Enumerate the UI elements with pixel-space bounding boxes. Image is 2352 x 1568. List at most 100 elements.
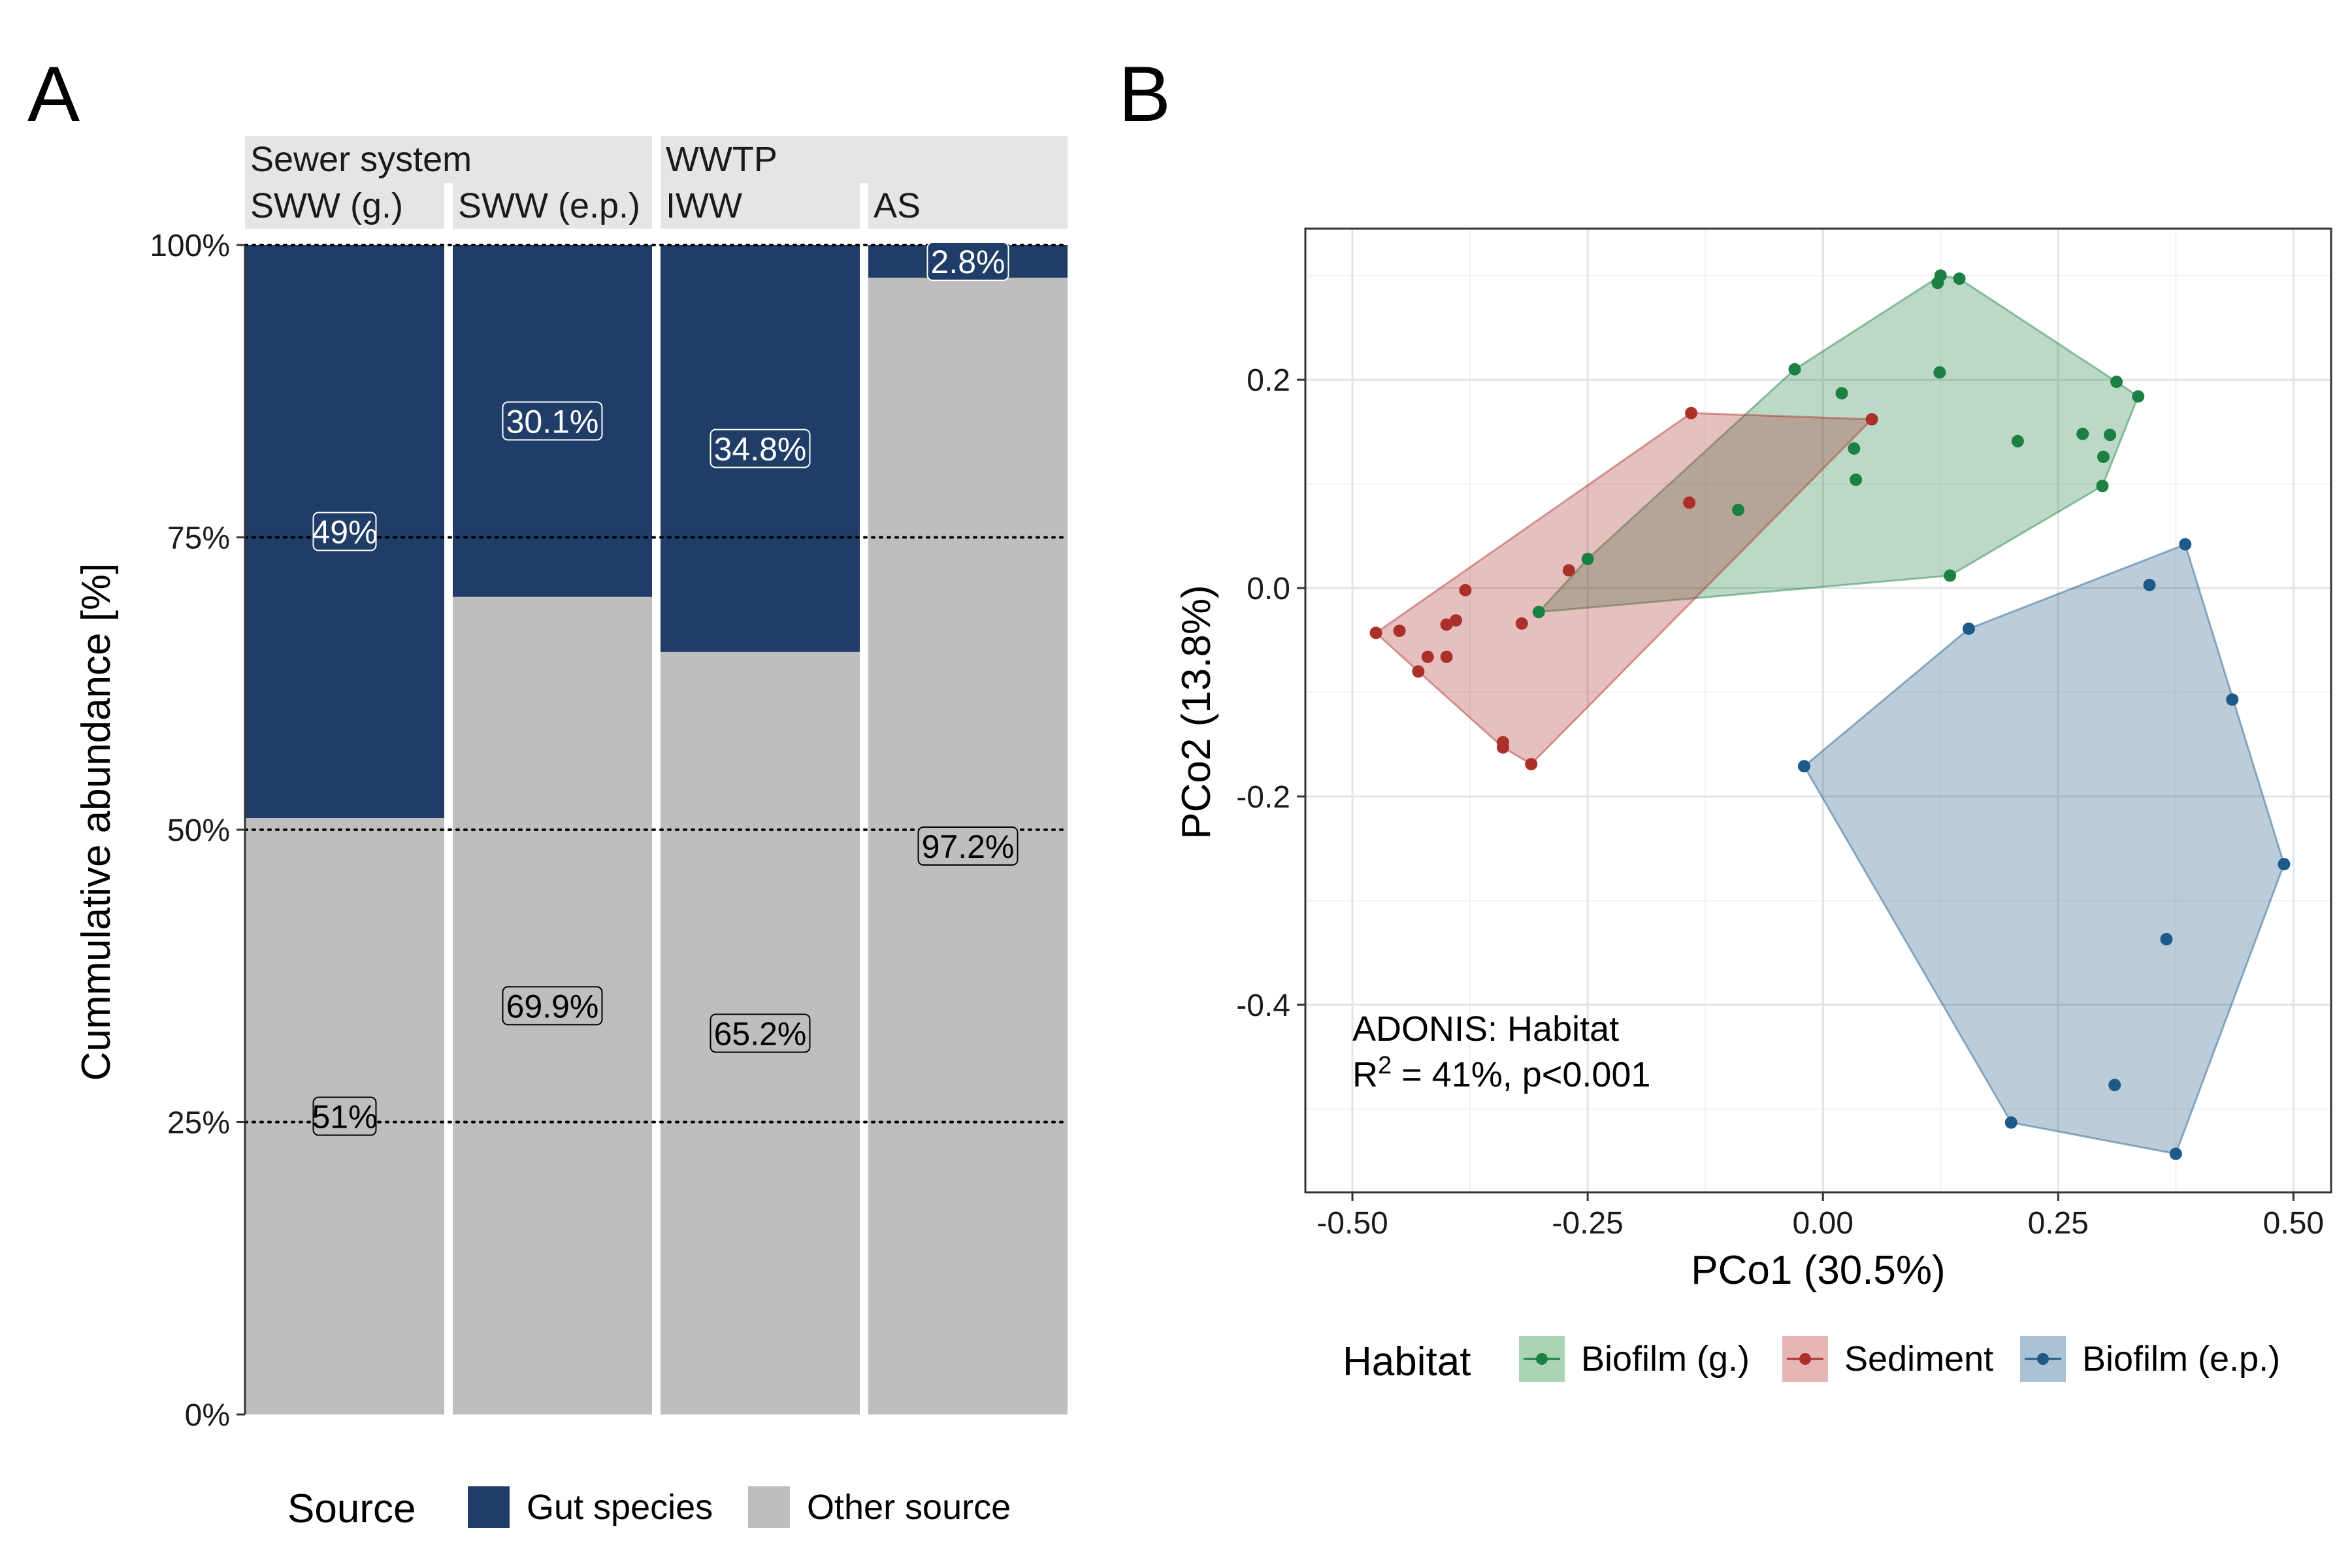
bar-label-other-iww-box — [710, 1013, 811, 1053]
y-tick-label: -0.4 — [1236, 988, 1290, 1023]
point-biofilm-e-p — [2004, 1116, 2017, 1129]
facet-strip-sww-e-p — [453, 183, 652, 229]
facet-strip-as — [868, 183, 1068, 229]
hull-biofilm-g — [1536, 274, 2140, 613]
point-biofilm-g — [1532, 606, 1545, 619]
point-biofilm-g — [1850, 473, 1863, 486]
point-sediment — [1515, 617, 1528, 630]
point-sediment — [1440, 650, 1453, 663]
point-sediment — [1440, 618, 1453, 631]
panel-b-y-axis-title: PCo2 (13.8%) — [1174, 585, 1219, 839]
panel-a-legend: Source Gut species Other source — [287, 1486, 1011, 1531]
bar-label-other-sww-e-p-box — [502, 986, 603, 1026]
point-biofilm-g — [2132, 390, 2145, 403]
point-biofilm-e-p — [2160, 933, 2173, 946]
point-biofilm-g — [2076, 427, 2089, 440]
annotation-rest: = 41%, p<0.001 — [1392, 1055, 1650, 1094]
point-sediment — [1421, 650, 1434, 663]
facet-strip-gap — [860, 183, 868, 229]
bar-labels: 49% 51% 30.1% 69.9% 34.8% 65.2% 2.8% 97.2% — [312, 242, 1019, 1136]
legend-title: Source — [287, 1486, 416, 1531]
legend-key-point-biofilm-g — [1536, 1353, 1548, 1365]
bar-label-other-iww: 65.2% — [714, 1015, 807, 1052]
x-tick-label: -0.50 — [1316, 1206, 1388, 1241]
annotation-r: R — [1352, 1055, 1378, 1094]
adonis-annotation-stats: R2 = 41%, p<0.001 — [1352, 1052, 1650, 1094]
panel-b-legend: Habitat Biofilm (g.) Sediment Biofilm (e.p.… — [1343, 1336, 2280, 1384]
y-tick-label: 25% — [167, 1106, 230, 1141]
bar-label-other-sww-g: 51% — [312, 1099, 377, 1135]
point-biofilm-g — [2011, 434, 2024, 448]
point-biofilm-g — [1933, 366, 1946, 379]
point-sediment — [1496, 741, 1509, 754]
point-sediment — [1393, 625, 1406, 638]
facet-strip-label: IWW — [666, 186, 742, 225]
panel-a-y-axis: 0% 25% 50% 75% 100% — [150, 229, 246, 1433]
x-tick-label: 0.00 — [1792, 1206, 1853, 1241]
plot-panel-border — [1304, 227, 2332, 1194]
grid-lines — [1305, 229, 2331, 1192]
point-biofilm-e-p — [1797, 760, 1810, 773]
point-biofilm-g — [1848, 442, 1861, 455]
point-biofilm-e-p — [2169, 1147, 2182, 1160]
panel-b-axes: -0.50 -0.25 0.00 0.25 0.50 -0.4 -0.2 0.0 0.2 — [1236, 363, 2324, 1241]
legend-label-biofilm-e-p: Biofilm (e.p.) — [2082, 1339, 2280, 1379]
point-sediment — [1369, 627, 1382, 640]
point-sediment — [1685, 406, 1698, 419]
legend-title: Habitat — [1343, 1339, 1471, 1384]
bar-label-gut-sww-e-p-box — [502, 401, 603, 441]
point-sediment — [1865, 413, 1878, 426]
point-biofilm-g — [2110, 375, 2123, 388]
x-tick-label: 0.50 — [2263, 1206, 2324, 1241]
point-biofilm-g — [1931, 276, 1944, 289]
bar-label-gut-sww-g: 49% — [312, 514, 377, 551]
legend-key-point-sediment — [1799, 1353, 1811, 1365]
point-biofilm-g — [2104, 429, 2117, 442]
y-tick-label: 75% — [167, 521, 230, 556]
panel-a: A Sewer system WWTP SWW (g.) SWW (e.p.) IWW A… — [27, 50, 1069, 1531]
bar-label-gut-as: 2.8% — [931, 244, 1005, 280]
x-tick-label: -0.25 — [1552, 1206, 1623, 1241]
point-biofilm-g — [1944, 569, 1957, 582]
bar-label-other-sww-g-box — [312, 1096, 377, 1136]
bar-label-gut-sww-e-p: 30.1% — [506, 403, 599, 440]
legend-label-sediment: Sediment — [1844, 1339, 1993, 1379]
plot-background — [1305, 229, 2331, 1192]
legend-label-gut-species: Gut species — [527, 1488, 713, 1527]
point-biofilm-e-p — [2143, 578, 2156, 591]
annotation-superscript: 2 — [1378, 1052, 1392, 1079]
y-tick-label: -0.2 — [1236, 780, 1290, 815]
point-sediment — [1459, 583, 1472, 596]
facet-strip-label: AS — [874, 186, 921, 225]
point-biofilm-g — [1953, 272, 1966, 286]
group-strip-sewer-system — [245, 136, 652, 183]
bar-label-other-as-box — [917, 826, 1019, 866]
facet-strip-sww-g — [245, 183, 444, 229]
point-biofilm-g — [2096, 480, 2109, 493]
bar-label-other-sww-e-p: 69.9% — [506, 988, 599, 1024]
point-sediment — [1525, 758, 1538, 771]
point-biofilm-e-p — [2226, 693, 2239, 706]
point-biofilm-e-p — [1962, 622, 1975, 635]
panel-b-label: B — [1119, 50, 1171, 138]
y-tick-label: 50% — [167, 813, 230, 848]
point-sediment — [1412, 665, 1425, 678]
y-tick-label: 0% — [185, 1398, 230, 1433]
point-biofilm-e-p — [2278, 858, 2291, 871]
point-sediment — [1449, 614, 1462, 627]
bar-label-other-as: 97.2% — [922, 828, 1015, 865]
stacked-bars — [245, 245, 1068, 1415]
legend-key-other-source — [748, 1486, 790, 1528]
y-tick-label: 0.2 — [1247, 363, 1290, 398]
panel-b: B -0.50 -0.25 0.00 0.25 0.50 -0.4 -0.2 0.0 0.2 P… — [1119, 50, 2332, 1384]
scatter-points — [1369, 269, 2291, 1160]
point-biofilm-g — [2097, 450, 2110, 463]
point-biofilm-g — [1788, 363, 1801, 376]
point-biofilm-g — [1732, 504, 1745, 517]
panel-a-label: A — [27, 50, 80, 138]
group-strip-wwtp — [661, 136, 1068, 183]
point-sediment — [1562, 564, 1575, 577]
panel-a-y-axis-title: Cummulative abundance [%] — [74, 563, 119, 1081]
point-biofilm-e-p — [2179, 538, 2192, 551]
